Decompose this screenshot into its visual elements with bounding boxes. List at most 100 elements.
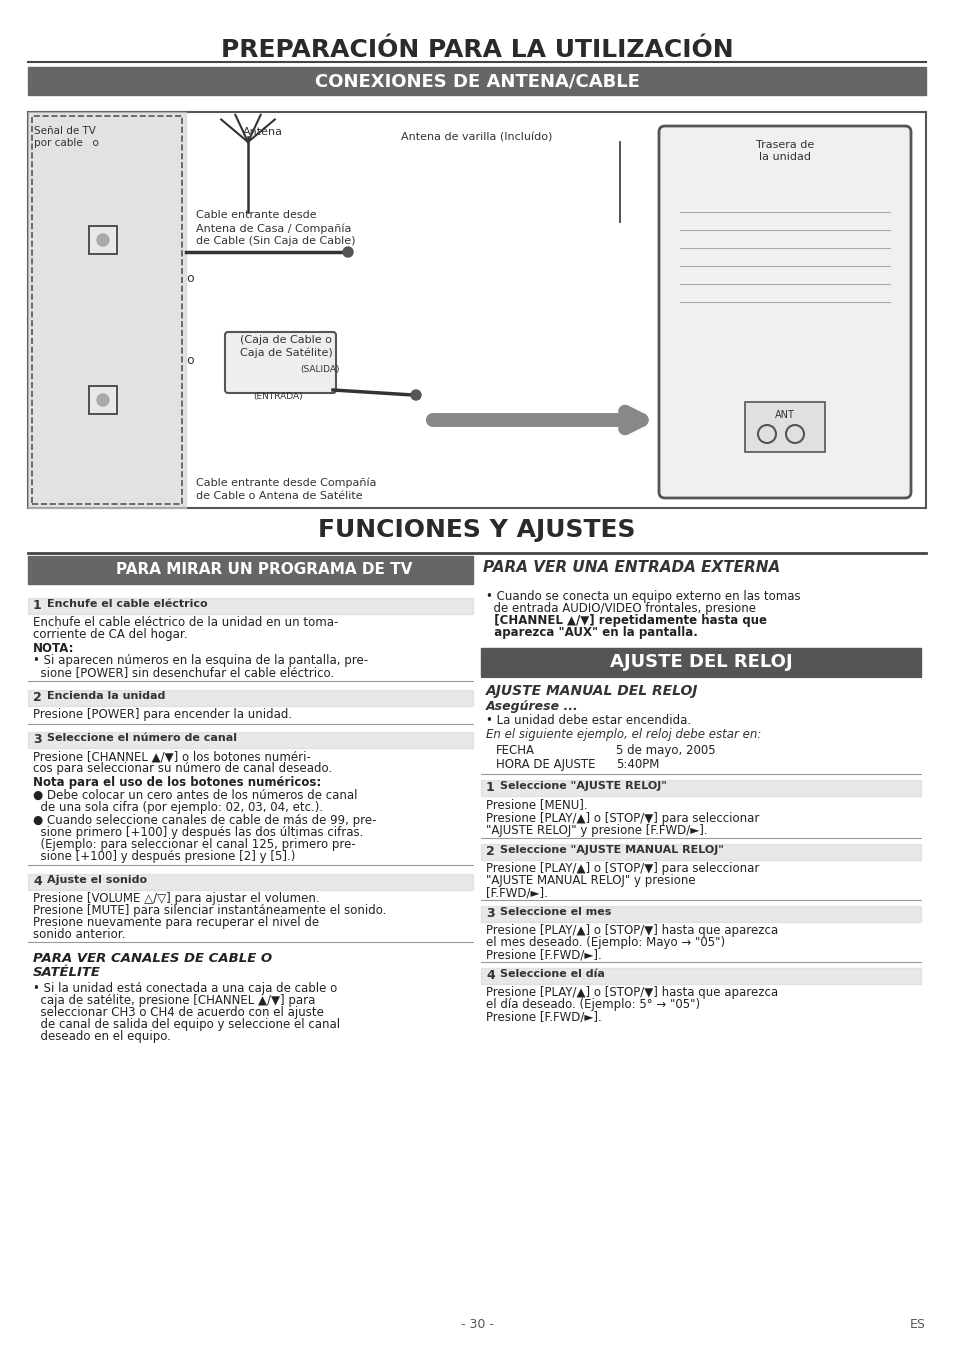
- Text: Antena de Casa / Compañía: Antena de Casa / Compañía: [195, 222, 351, 233]
- Text: Presione [MUTE] para silenciar instantáneamente el sonido.: Presione [MUTE] para silenciar instantán…: [33, 905, 386, 917]
- Text: Ajuste el sonido: Ajuste el sonido: [47, 875, 147, 886]
- Text: el día deseado. (Ejemplo: 5° → "05"): el día deseado. (Ejemplo: 5° → "05"): [485, 998, 700, 1011]
- Bar: [28, 112, 186, 508]
- Bar: [744, 402, 824, 452]
- Text: ANT: ANT: [774, 410, 794, 421]
- Bar: [28, 112, 925, 508]
- Text: AJUSTE DEL RELOJ: AJUSTE DEL RELOJ: [609, 652, 792, 671]
- Text: de Cable o Antena de Satélite: de Cable o Antena de Satélite: [195, 491, 362, 501]
- Text: (Ejemplo: para seleccionar el canal 125, primero pre-: (Ejemplo: para seleccionar el canal 125,…: [33, 838, 355, 851]
- Text: sione primero [+100] y después las dos últimas cifras.: sione primero [+100] y después las dos ú…: [33, 826, 363, 838]
- Bar: [480, 968, 920, 984]
- Text: Nota para el uso de los botones numéricos:: Nota para el uso de los botones numérico…: [33, 776, 321, 789]
- Text: Encienda la unidad: Encienda la unidad: [47, 692, 165, 701]
- Text: Enchufe el cable eléctrico: Enchufe el cable eléctrico: [47, 599, 208, 609]
- Text: 1: 1: [485, 780, 495, 794]
- Text: - 30 -: - 30 -: [460, 1318, 493, 1332]
- Text: Presione [PLAY/▲] o [STOP/▼] para seleccionar: Presione [PLAY/▲] o [STOP/▼] para selecc…: [485, 861, 759, 875]
- Text: Enchufe el cable eléctrico de la unidad en un toma-: Enchufe el cable eléctrico de la unidad …: [33, 616, 338, 630]
- Text: caja de satélite, presione [CHANNEL ▲/▼] para: caja de satélite, presione [CHANNEL ▲/▼]…: [33, 993, 315, 1007]
- Text: 2: 2: [485, 845, 495, 857]
- Text: Presione [CHANNEL ▲/▼] o los botones numéri-: Presione [CHANNEL ▲/▼] o los botones num…: [33, 749, 311, 763]
- Text: 5:40PM: 5:40PM: [616, 758, 659, 771]
- Bar: [28, 555, 473, 584]
- Text: Presione [MENU].: Presione [MENU].: [485, 798, 587, 811]
- Text: Cable entrante desde: Cable entrante desde: [195, 210, 316, 220]
- Text: [F.FWD/►].: [F.FWD/►].: [485, 886, 547, 899]
- Text: Seleccione el mes: Seleccione el mes: [499, 907, 611, 917]
- Text: Presione nuevamente para recuperar el nivel de: Presione nuevamente para recuperar el ni…: [33, 917, 319, 929]
- Text: Caja de Satélite): Caja de Satélite): [240, 348, 333, 359]
- Bar: [480, 906, 920, 922]
- Text: 3: 3: [33, 733, 42, 745]
- Bar: [32, 116, 182, 504]
- Text: Seleccione "AJUSTE RELOJ": Seleccione "AJUSTE RELOJ": [499, 780, 666, 791]
- Text: Presione [POWER] para encender la unidad.: Presione [POWER] para encender la unidad…: [33, 708, 292, 721]
- Text: de entrada AUDIO/VIDEO frontales, presione: de entrada AUDIO/VIDEO frontales, presio…: [485, 603, 755, 615]
- Text: Presione [F.FWD/►].: Presione [F.FWD/►].: [485, 948, 601, 961]
- Text: PREPARACIÓN PARA LA UTILIZACIÓN: PREPARACIÓN PARA LA UTILIZACIÓN: [220, 38, 733, 62]
- Text: sione [POWER] sin desenchufar el cable eléctrico.: sione [POWER] sin desenchufar el cable e…: [33, 666, 334, 679]
- Text: cos para seleccionar su número de canal deseado.: cos para seleccionar su número de canal …: [33, 762, 332, 775]
- Text: (Caja de Cable o: (Caja de Cable o: [240, 336, 332, 345]
- Bar: [28, 67, 925, 94]
- Text: AJUSTE MANUAL DEL RELOJ: AJUSTE MANUAL DEL RELOJ: [485, 683, 698, 698]
- Text: de canal de salida del equipo y seleccione el canal: de canal de salida del equipo y seleccio…: [33, 1018, 340, 1031]
- Circle shape: [97, 394, 109, 406]
- Text: Seleccione "AJUSTE MANUAL RELOJ": Seleccione "AJUSTE MANUAL RELOJ": [499, 845, 723, 855]
- Text: PARA VER UNA ENTRADA EXTERNA: PARA VER UNA ENTRADA EXTERNA: [482, 561, 780, 576]
- Text: [CHANNEL ▲/▼] repetidamente hasta que: [CHANNEL ▲/▼] repetidamente hasta que: [485, 613, 766, 627]
- Text: NOTA:: NOTA:: [33, 642, 74, 655]
- Text: Trasera de: Trasera de: [755, 140, 813, 150]
- Circle shape: [97, 235, 109, 245]
- Text: • La unidad debe estar encendida.: • La unidad debe estar encendida.: [485, 714, 690, 727]
- Circle shape: [411, 390, 420, 400]
- Text: FECHA: FECHA: [496, 744, 535, 758]
- Text: 3: 3: [485, 907, 494, 919]
- Text: • Cuando se conecta un equipo externo en las tomas: • Cuando se conecta un equipo externo en…: [485, 590, 800, 603]
- Text: (ENTRADA): (ENTRADA): [253, 392, 302, 400]
- Circle shape: [343, 247, 353, 257]
- Text: Antena: Antena: [243, 127, 283, 137]
- Bar: [28, 874, 473, 890]
- Text: deseado en el equipo.: deseado en el equipo.: [33, 1030, 171, 1043]
- Text: Presione [VOLUME △/▽] para ajustar el volumen.: Presione [VOLUME △/▽] para ajustar el vo…: [33, 892, 319, 905]
- Text: ES: ES: [909, 1318, 925, 1332]
- Text: o: o: [186, 353, 193, 367]
- Bar: [480, 844, 920, 860]
- Text: PARA MIRAR UN PROGRAMA DE TV: PARA MIRAR UN PROGRAMA DE TV: [115, 562, 412, 577]
- Text: Asegúrese ...: Asegúrese ...: [485, 700, 578, 713]
- Text: HORA DE AJUSTE: HORA DE AJUSTE: [496, 758, 595, 771]
- Bar: [28, 732, 473, 748]
- Text: 4: 4: [33, 875, 42, 888]
- Bar: [480, 648, 920, 675]
- Text: la unidad: la unidad: [759, 152, 810, 162]
- Text: FUNCIONES Y AJUSTES: FUNCIONES Y AJUSTES: [318, 518, 635, 542]
- Bar: [28, 599, 473, 613]
- Text: seleccionar CH3 o CH4 de acuerdo con el ajuste: seleccionar CH3 o CH4 de acuerdo con el …: [33, 1006, 323, 1019]
- Text: CONEXIONES DE ANTENA/CABLE: CONEXIONES DE ANTENA/CABLE: [314, 71, 639, 90]
- Text: SATÉLITE: SATÉLITE: [33, 967, 101, 979]
- Text: Presione [PLAY/▲] o [STOP/▼] para seleccionar: Presione [PLAY/▲] o [STOP/▼] para selecc…: [485, 811, 759, 825]
- Text: Cable entrante desde Compañía: Cable entrante desde Compañía: [195, 479, 376, 488]
- Text: ● Debe colocar un cero antes de los números de canal: ● Debe colocar un cero antes de los núme…: [33, 789, 357, 802]
- Text: Presione [PLAY/▲] o [STOP/▼] hasta que aparezca: Presione [PLAY/▲] o [STOP/▼] hasta que a…: [485, 923, 778, 937]
- Text: el mes deseado. (Ejemplo: Mayo → "05"): el mes deseado. (Ejemplo: Mayo → "05"): [485, 936, 724, 949]
- Text: sione [+100] y después presione [2] y [5].): sione [+100] y después presione [2] y [5…: [33, 851, 295, 863]
- Text: "AJUSTE MANUAL RELOJ" y presione: "AJUSTE MANUAL RELOJ" y presione: [485, 874, 695, 887]
- Text: PARA VER CANALES DE CABLE O: PARA VER CANALES DE CABLE O: [33, 952, 272, 965]
- Bar: [480, 780, 920, 797]
- Text: 4: 4: [485, 969, 495, 981]
- Bar: [89, 226, 117, 253]
- Text: En el siguiente ejemplo, el reloj debe estar en:: En el siguiente ejemplo, el reloj debe e…: [485, 728, 760, 741]
- Text: sonido anterior.: sonido anterior.: [33, 927, 125, 941]
- Text: Presione [PLAY/▲] o [STOP/▼] hasta que aparezca: Presione [PLAY/▲] o [STOP/▼] hasta que a…: [485, 985, 778, 999]
- Bar: [89, 386, 117, 414]
- Text: 1: 1: [33, 599, 42, 612]
- Text: ● Cuando seleccione canales de cable de más de 99, pre-: ● Cuando seleccione canales de cable de …: [33, 814, 376, 828]
- Text: Antena de varilla (Incluído): Antena de varilla (Incluído): [401, 132, 552, 142]
- Text: "AJUSTE RELOJ" y presione [F.FWD/►].: "AJUSTE RELOJ" y presione [F.FWD/►].: [485, 824, 707, 837]
- Text: o: o: [186, 271, 193, 284]
- Text: (SALIDA): (SALIDA): [300, 365, 339, 373]
- Text: 5 de mayo, 2005: 5 de mayo, 2005: [616, 744, 715, 758]
